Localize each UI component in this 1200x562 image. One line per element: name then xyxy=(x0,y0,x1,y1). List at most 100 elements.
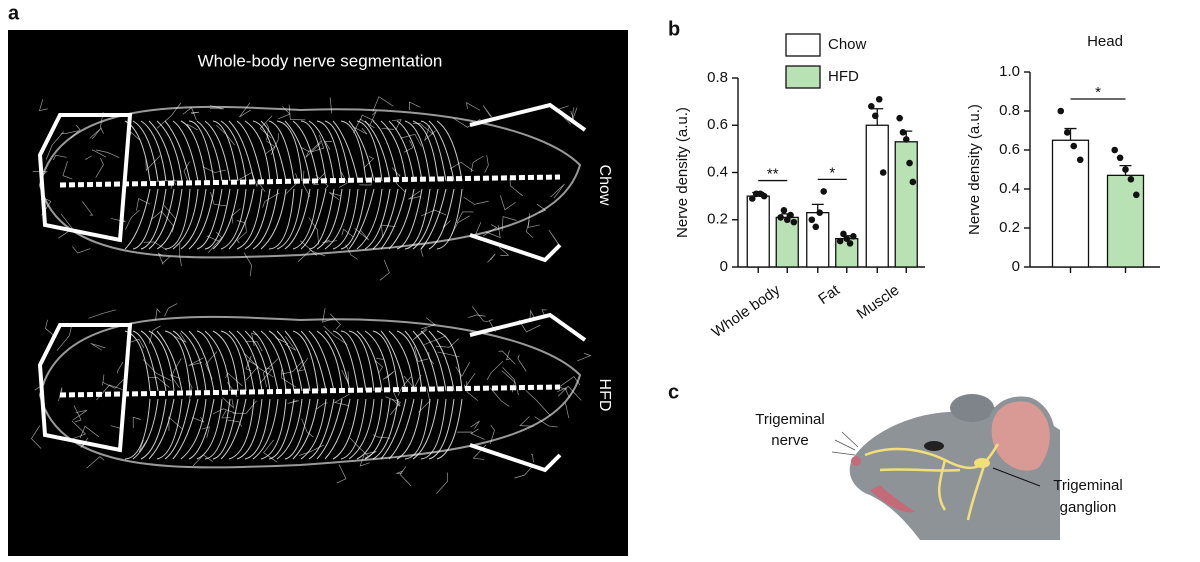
data-point xyxy=(899,129,907,136)
nerve xyxy=(202,166,227,173)
nerve xyxy=(424,335,447,345)
nerve xyxy=(138,439,148,453)
nerve xyxy=(79,425,100,439)
nerve xyxy=(130,131,141,141)
nerve xyxy=(204,120,231,250)
nerve xyxy=(136,198,151,211)
nerve xyxy=(412,120,439,250)
nerve xyxy=(369,110,377,125)
nerve xyxy=(396,470,404,474)
nerve xyxy=(420,330,447,460)
nerve xyxy=(421,209,447,217)
nerve xyxy=(336,464,347,484)
nerve xyxy=(308,217,320,245)
nerve xyxy=(548,229,560,246)
nerve xyxy=(71,420,87,440)
nerve xyxy=(188,120,215,250)
nerve xyxy=(297,357,309,372)
nerve xyxy=(348,330,375,460)
nerve xyxy=(468,314,486,318)
nerve xyxy=(420,120,447,250)
nerve xyxy=(245,341,263,352)
data-point xyxy=(820,188,827,195)
nerve xyxy=(70,124,81,139)
nerve xyxy=(525,220,534,239)
nerve xyxy=(469,312,587,473)
nerve xyxy=(519,416,535,427)
nerve xyxy=(244,330,271,460)
nerve xyxy=(534,416,558,428)
legend-label: HFD xyxy=(828,68,859,85)
nerve xyxy=(172,330,199,460)
nerve xyxy=(437,351,460,358)
significance-label: * xyxy=(829,164,835,181)
nerve xyxy=(148,120,175,250)
y-tick-label: 0.2 xyxy=(999,219,1020,236)
nerve xyxy=(168,416,183,431)
nerve xyxy=(382,371,395,380)
nerve xyxy=(559,376,581,388)
nerve xyxy=(413,346,429,362)
nerve xyxy=(45,131,65,160)
image-label: HFD xyxy=(596,379,613,412)
nerve xyxy=(140,330,167,460)
nerve xyxy=(391,167,401,177)
x-tick-label: Muscle xyxy=(854,282,903,323)
data-point xyxy=(1122,166,1129,173)
nerve xyxy=(404,120,431,250)
nerve xyxy=(506,350,511,361)
nerve xyxy=(59,174,561,188)
nerve xyxy=(322,308,334,323)
significance-label: ** xyxy=(767,166,779,183)
nerve xyxy=(332,120,359,250)
data-point xyxy=(1057,107,1065,115)
nerve xyxy=(308,120,335,250)
y-axis-label: Nerve density (a.u.) xyxy=(674,107,691,238)
nerve xyxy=(173,332,187,343)
nerve xyxy=(328,192,341,201)
nerve xyxy=(372,120,399,250)
nerve xyxy=(191,416,205,423)
nerve xyxy=(455,361,471,377)
nerve xyxy=(171,358,182,378)
data-point xyxy=(1133,191,1140,199)
bar xyxy=(894,141,918,268)
nerve xyxy=(312,172,326,185)
data-point xyxy=(871,112,879,120)
nerve xyxy=(482,105,495,121)
nerve xyxy=(38,315,582,469)
nerve xyxy=(263,439,277,463)
nerve xyxy=(72,409,88,421)
nerve xyxy=(345,244,358,260)
nerve xyxy=(37,323,133,453)
nerve xyxy=(333,393,350,406)
nerve xyxy=(436,472,449,494)
nerve xyxy=(412,328,428,340)
nerve xyxy=(59,384,561,398)
nerve xyxy=(564,402,570,418)
nerve xyxy=(142,359,172,381)
nerve xyxy=(340,120,367,250)
nerve xyxy=(363,155,375,169)
nerve xyxy=(140,120,167,250)
nerve xyxy=(486,361,504,380)
nerve xyxy=(284,120,311,250)
nerve xyxy=(205,351,218,379)
nerve xyxy=(228,330,255,460)
panel-letter: a xyxy=(8,2,20,24)
nerve xyxy=(463,196,489,205)
nerve xyxy=(206,235,220,242)
data-point xyxy=(1070,142,1078,150)
nerve xyxy=(216,124,235,146)
bar xyxy=(865,124,889,268)
nerve xyxy=(236,231,248,244)
nerve xyxy=(339,171,348,188)
nerve xyxy=(196,120,223,250)
nerve xyxy=(73,405,82,423)
nerve xyxy=(125,209,140,230)
data-point xyxy=(1063,129,1071,136)
nerve xyxy=(292,120,319,250)
data-point xyxy=(840,230,847,238)
nerve xyxy=(450,215,471,236)
nerve xyxy=(268,120,295,250)
